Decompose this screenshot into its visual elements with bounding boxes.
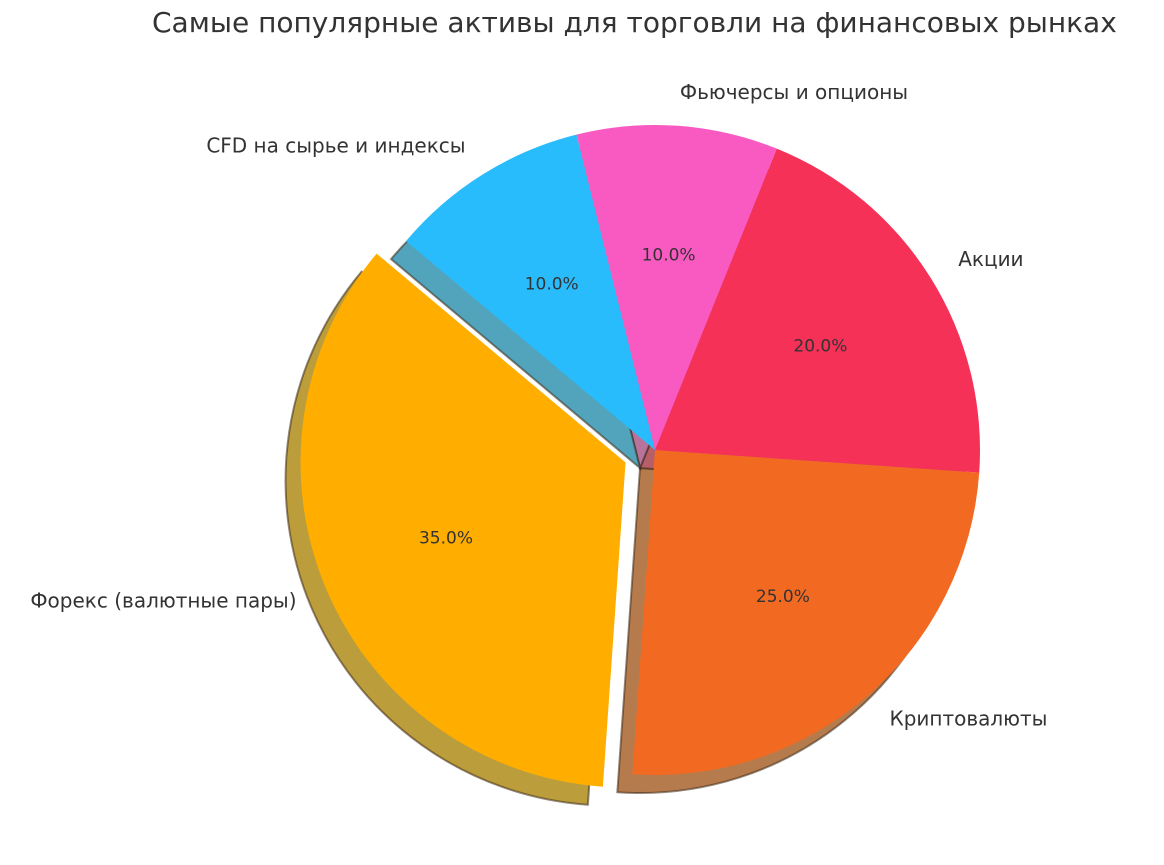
category-label-5: CFD на сырье и индексы xyxy=(206,133,465,157)
pie-slice-5 xyxy=(406,134,655,450)
category-label-1: Форекс (валютные пары) xyxy=(30,589,296,613)
pie-slice-4 xyxy=(576,124,777,450)
percent-label-4: 10.0% xyxy=(642,246,696,266)
category-label-3: Акции xyxy=(958,247,1023,271)
pie-labels: 35.0% Форекс (валютные пары) 25.0% Криптова… xyxy=(30,80,1047,730)
percent-label-3: 20.0% xyxy=(793,337,847,357)
percent-label-5: 10.0% xyxy=(525,275,579,295)
category-label-2: Криптовалюты xyxy=(890,706,1048,730)
chart-title: Самые популярные активы для торговли на … xyxy=(152,6,1117,39)
pie-slices xyxy=(300,124,981,787)
category-label-4: Фьючерсы и опционы xyxy=(680,80,908,104)
pie-slice-1 xyxy=(300,253,626,787)
pie-slice-2 xyxy=(632,450,980,776)
pie-slice-3 xyxy=(655,148,981,473)
percent-label-2: 25.0% xyxy=(756,587,810,607)
percent-label-1: 35.0% xyxy=(419,529,473,549)
